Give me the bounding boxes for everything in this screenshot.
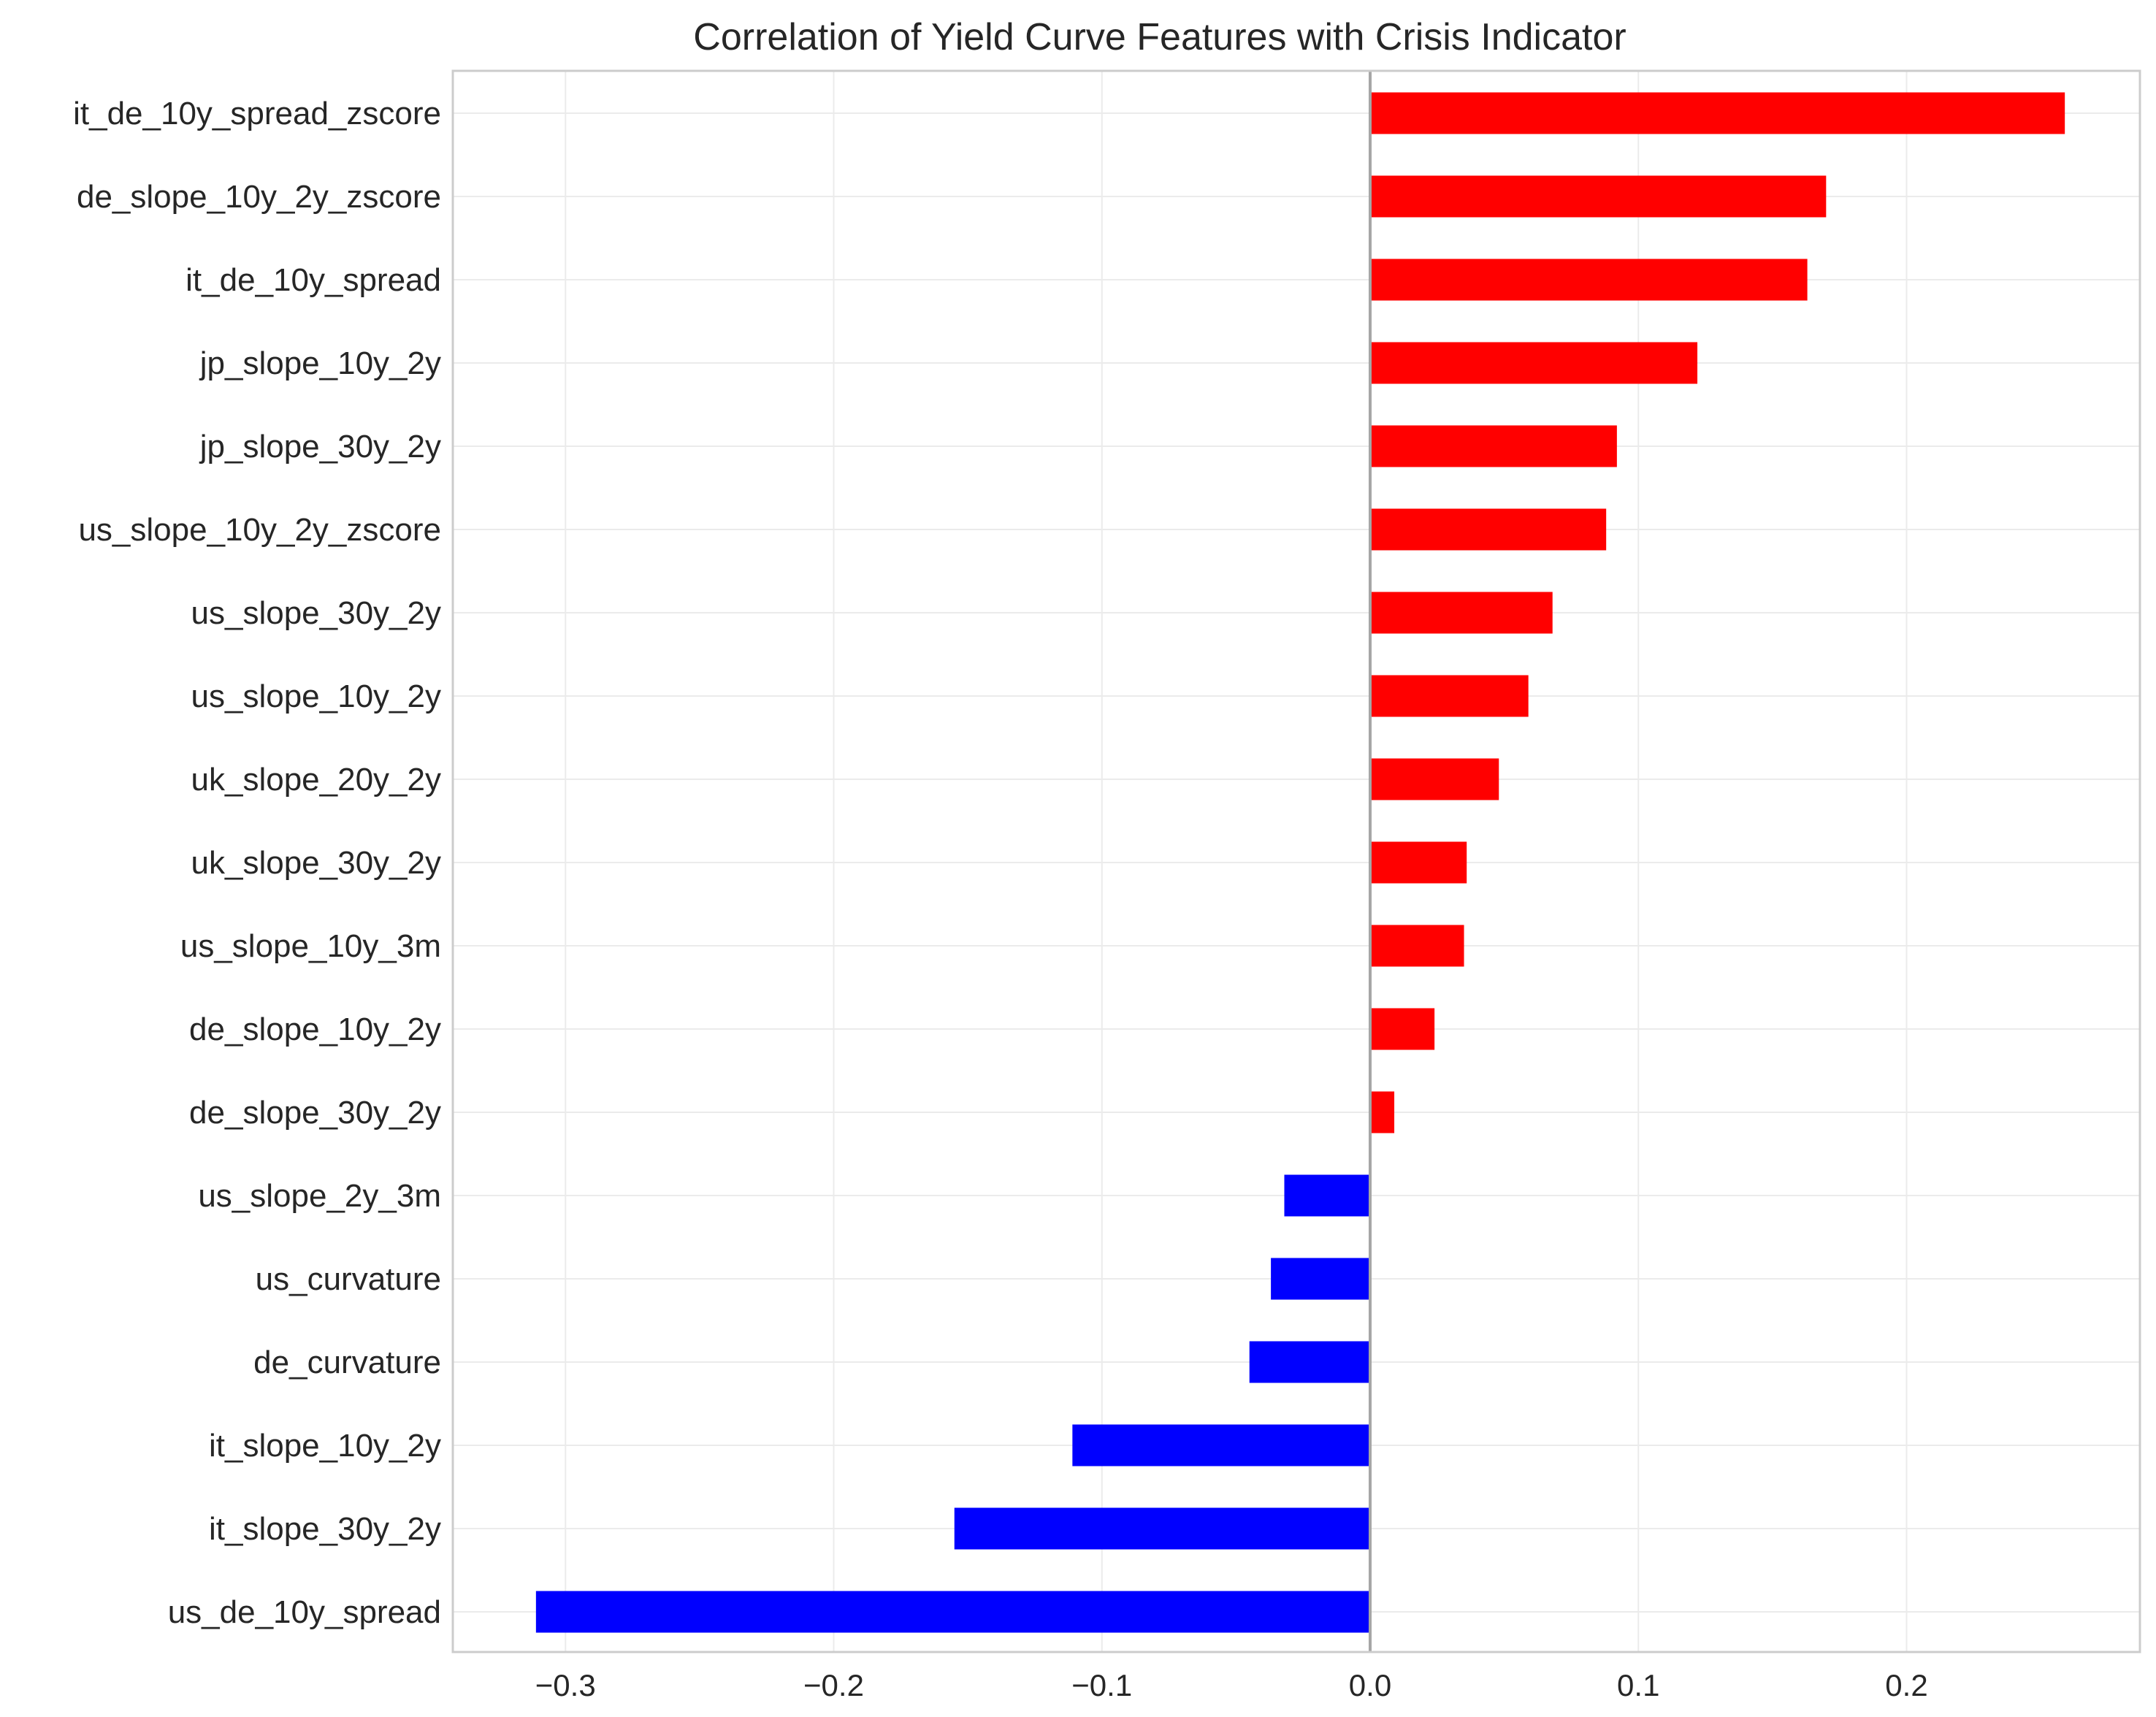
- category-label: de_slope_10y_2y_zscore: [77, 179, 441, 215]
- x-tick-label: −0.2: [803, 1668, 864, 1702]
- bar-uk-slope-20y-2y: [1369, 758, 1499, 800]
- chart-title: Correlation of Yield Curve Features with…: [693, 16, 1626, 58]
- category-label: it_slope_10y_2y: [209, 1428, 441, 1464]
- category-label: de_curvature: [253, 1345, 441, 1380]
- x-tick-label: 0.1: [1617, 1668, 1659, 1702]
- bar-de-slope-10y-2y: [1369, 1008, 1435, 1050]
- category-label: us_slope_10y_2y_zscore: [78, 512, 441, 548]
- category-label: uk_slope_20y_2y: [191, 762, 441, 798]
- category-label: us_slope_10y_3m: [180, 928, 441, 964]
- bar-us-de-10y-spread: [535, 1591, 1370, 1633]
- bar-us-slope-10y-2y: [1369, 675, 1529, 717]
- category-label: us_slope_2y_3m: [198, 1178, 441, 1214]
- bar-it-de-10y-spread: [1369, 259, 1808, 301]
- bar-de-curvature: [1249, 1341, 1370, 1383]
- bar-de-slope-10y-2y-zscore: [1369, 175, 1827, 218]
- category-label: us_curvature: [256, 1261, 441, 1297]
- bar-jp-slope-30y-2y: [1369, 425, 1617, 467]
- bar-us-slope-10y-2y-zscore: [1369, 508, 1607, 551]
- x-tick-label: 0.0: [1349, 1668, 1391, 1702]
- category-label: us_slope_30y_2y: [191, 595, 441, 631]
- category-label: jp_slope_10y_2y: [199, 345, 441, 381]
- category-label: it_de_10y_spread: [186, 262, 441, 298]
- bar-us-slope-30y-2y: [1369, 592, 1553, 634]
- bar-us-slope-2y-3m: [1284, 1174, 1370, 1217]
- bar-it-de-10y-spread-zscore: [1369, 92, 2065, 134]
- bar-de-slope-30y-2y: [1369, 1091, 1395, 1133]
- category-label: de_slope_30y_2y: [189, 1095, 441, 1131]
- category-label: us_slope_10y_2y: [191, 678, 441, 714]
- bar-uk-slope-30y-2y: [1369, 841, 1467, 884]
- category-label: us_de_10y_spread: [168, 1594, 441, 1630]
- bar-us-curvature: [1271, 1258, 1370, 1300]
- x-tick-label: −0.3: [535, 1668, 596, 1702]
- category-label: de_slope_10y_2y: [189, 1012, 441, 1047]
- category-label: jp_slope_30y_2y: [199, 429, 441, 464]
- axes-border: [451, 69, 2141, 1653]
- category-labels: it_de_10y_spread_zscore de_slope_10y_2y_z…: [73, 96, 441, 1630]
- bar-jp-slope-10y-2y: [1369, 342, 1698, 384]
- category-label: it_de_10y_spread_zscore: [73, 96, 441, 131]
- bars: [535, 92, 2065, 1633]
- x-tick-label: −0.1: [1071, 1668, 1132, 1702]
- bar-it-slope-30y-2y: [954, 1507, 1370, 1550]
- x-tick-labels: −0.3 −0.2 −0.1 0.0 0.1 0.2: [535, 1668, 1928, 1702]
- bar-us-slope-10y-3m: [1369, 925, 1464, 967]
- category-label: it_slope_30y_2y: [209, 1511, 441, 1547]
- bar-it-slope-10y-2y: [1072, 1424, 1370, 1466]
- x-tick-label: 0.2: [1885, 1668, 1927, 1702]
- plot-frame: [451, 69, 2141, 1653]
- category-label: uk_slope_30y_2y: [191, 845, 441, 881]
- grid-lines: [453, 71, 2140, 1652]
